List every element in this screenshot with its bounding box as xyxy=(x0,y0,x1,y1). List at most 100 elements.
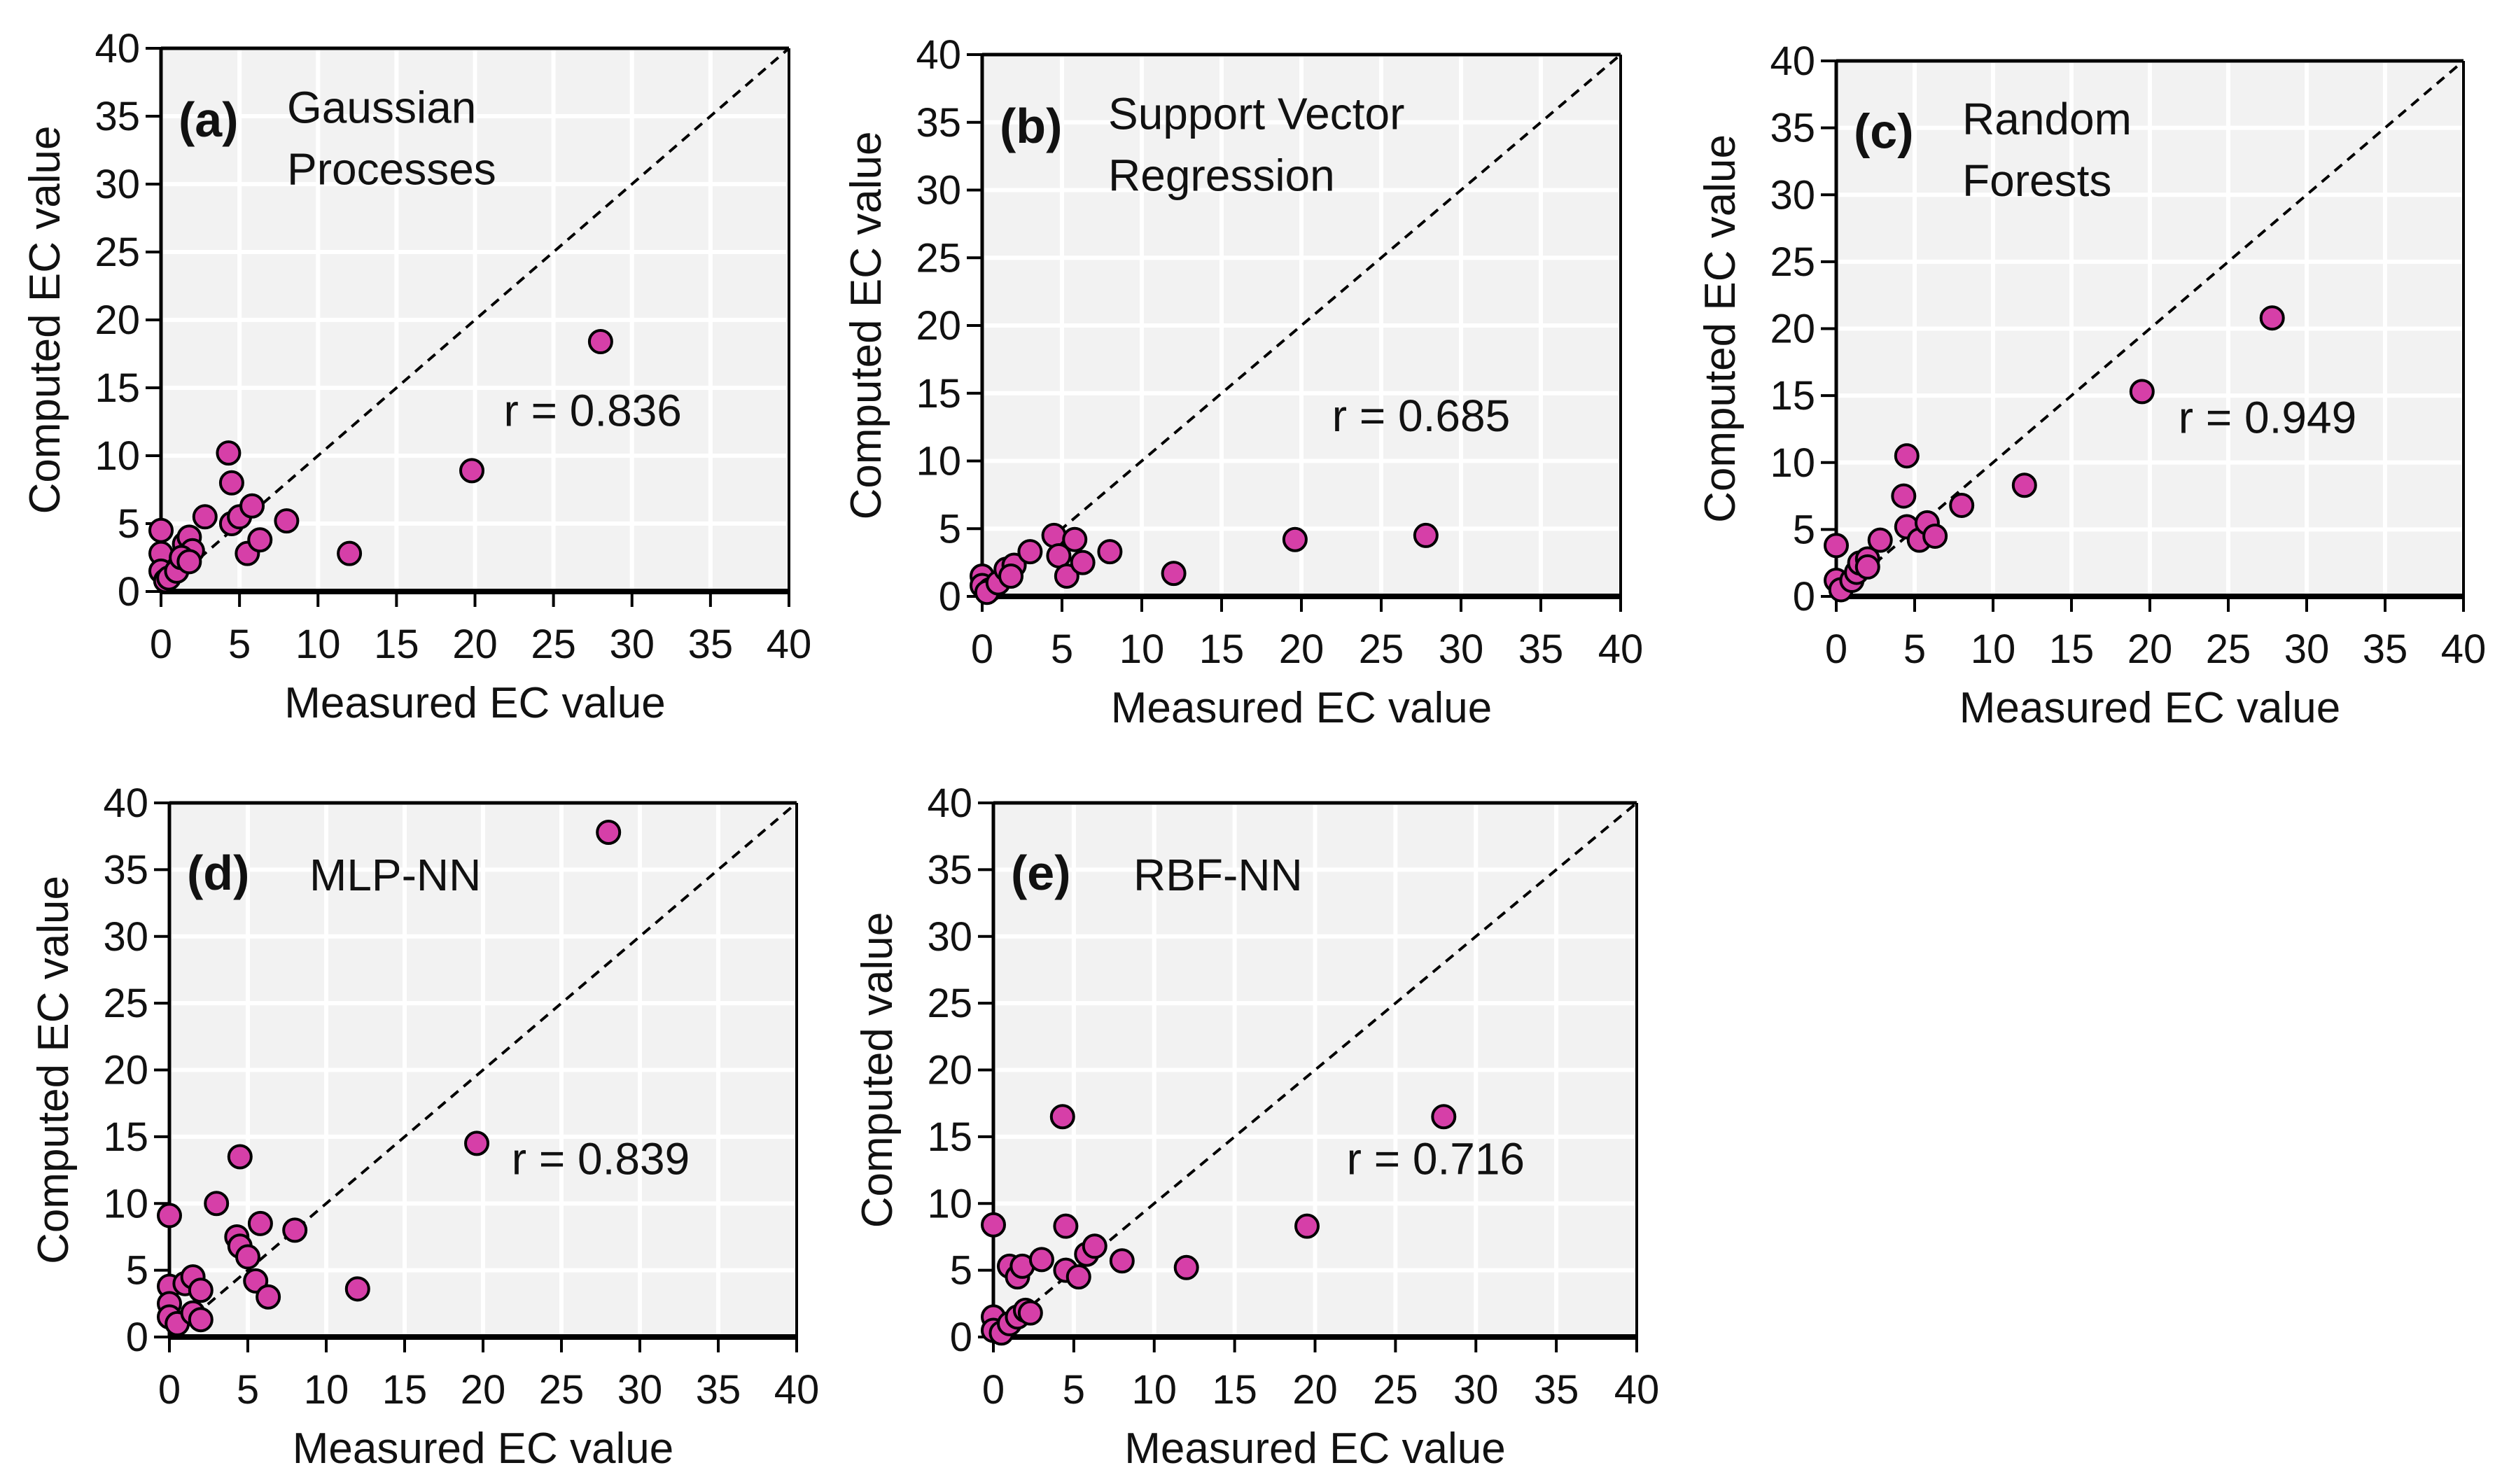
correlation-label: r = 0.685 xyxy=(1332,391,1510,441)
data-point xyxy=(247,1210,273,1236)
x-tick-label: 5 xyxy=(1903,626,1926,672)
y-tick-label: 25 xyxy=(927,981,972,1026)
y-tick-label: 35 xyxy=(916,100,961,146)
y-tick-label: 35 xyxy=(1770,106,1815,151)
x-tick-label: 20 xyxy=(452,622,498,667)
data-point xyxy=(1070,550,1096,575)
data-point xyxy=(1082,1233,1107,1259)
x-tick-label: 35 xyxy=(1534,1367,1579,1413)
y-tick-label: 10 xyxy=(95,433,140,479)
y-tick-label: 20 xyxy=(927,1048,972,1093)
data-point xyxy=(1922,523,1948,549)
data-point xyxy=(1097,539,1123,565)
data-point xyxy=(1891,483,1917,509)
y-tick-label: 15 xyxy=(95,365,140,411)
x-tick-label: 25 xyxy=(2206,626,2251,672)
data-point xyxy=(1894,443,1920,469)
data-point xyxy=(247,527,273,553)
y-tick-label: 10 xyxy=(1770,440,1815,486)
y-tick-label: 15 xyxy=(927,1114,972,1160)
data-point xyxy=(464,1130,490,1156)
data-point xyxy=(157,1203,182,1228)
data-point xyxy=(274,508,300,534)
data-point xyxy=(981,1212,1006,1238)
data-point xyxy=(344,1276,370,1302)
chart-panel-a: 00 5 5 10 10 15 15 20 20 25 25 30 30 35 35 40 40 (a) Gauss… xyxy=(21,26,811,727)
y-tick-label: 40 xyxy=(1770,38,1815,84)
data-point xyxy=(204,1191,230,1217)
correlation-label: r = 0.839 xyxy=(512,1133,690,1184)
y-tick-label: 5 xyxy=(939,506,961,552)
x-tick-label: 35 xyxy=(1518,626,1564,672)
y-tick-label: 20 xyxy=(916,303,961,349)
data-point xyxy=(256,1284,281,1310)
one-to-one-line xyxy=(160,47,790,593)
x-axis-label: Measured EC value xyxy=(284,679,666,727)
x-tick-label: 5 xyxy=(1063,1367,1085,1413)
x-axis-label: Measured EC value xyxy=(1959,684,2341,732)
x-tick-label: 30 xyxy=(609,622,655,667)
model-name: Processes xyxy=(287,144,496,195)
data-point xyxy=(1161,561,1187,587)
model-name: MLP-NN xyxy=(309,850,481,900)
x-tick-label: 20 xyxy=(1292,1367,1338,1413)
data-point xyxy=(1109,1248,1135,1274)
x-tick-label: 15 xyxy=(374,622,419,667)
data-point xyxy=(587,329,613,355)
y-tick-label: 0 xyxy=(118,569,140,615)
y-tick-label: 10 xyxy=(927,1181,972,1226)
y-tick-label: 0 xyxy=(1793,574,1815,620)
y-tick-label: 30 xyxy=(927,914,972,960)
y-tick-label: 15 xyxy=(103,1114,148,1160)
y-tick-label: 30 xyxy=(95,162,140,207)
data-point xyxy=(188,1307,214,1333)
x-axis-label: Measured EC value xyxy=(1124,1424,1506,1473)
y-axis-label: Computed EC value xyxy=(21,126,69,514)
x-tick-label: 10 xyxy=(1131,1367,1177,1413)
y-tick-label: 5 xyxy=(118,501,140,547)
x-tick-label: 0 xyxy=(1825,626,1847,672)
x-tick-label: 35 xyxy=(696,1367,741,1413)
one-to-one-line xyxy=(1835,59,2465,598)
y-tick-label: 0 xyxy=(939,574,961,620)
y-axis-label: Computed value xyxy=(853,912,902,1228)
data-point xyxy=(1065,1264,1091,1290)
y-tick-label: 35 xyxy=(95,94,140,139)
x-tick-label: 40 xyxy=(767,622,812,667)
data-point xyxy=(1054,563,1079,589)
x-tick-label: 35 xyxy=(688,622,734,667)
data-point xyxy=(459,458,485,484)
data-point xyxy=(218,470,244,496)
data-point xyxy=(227,1144,253,1170)
y-tick-label: 5 xyxy=(126,1248,148,1294)
x-tick-label: 15 xyxy=(1212,1367,1257,1413)
y-axis-label: Computed EC value xyxy=(842,132,890,520)
data-point xyxy=(2129,379,2155,405)
data-point xyxy=(216,440,242,466)
data-point xyxy=(596,819,622,845)
data-point xyxy=(1017,539,1043,565)
x-tick-label: 10 xyxy=(304,1367,349,1413)
x-tick-label: 20 xyxy=(461,1367,506,1413)
y-tick-label: 10 xyxy=(916,439,961,484)
x-tick-label: 25 xyxy=(531,622,576,667)
one-to-one-line xyxy=(981,53,1622,598)
x-axis-label: Measured EC value xyxy=(293,1424,674,1473)
y-tick-label: 5 xyxy=(950,1248,972,1294)
model-name: Support Vector xyxy=(1108,88,1404,139)
data-point xyxy=(2011,472,2037,498)
y-tick-label: 0 xyxy=(126,1315,148,1360)
data-point xyxy=(282,1217,308,1243)
panel-label: (c) xyxy=(1854,104,1914,158)
y-tick-label: 35 xyxy=(103,847,148,892)
y-tick-label: 25 xyxy=(103,981,148,1026)
panel-label: (d) xyxy=(187,846,249,900)
x-tick-label: 5 xyxy=(1051,626,1073,672)
data-point xyxy=(1949,492,1975,518)
data-point xyxy=(1824,533,1849,559)
data-point xyxy=(1282,526,1308,552)
chart-panel-b: 00 5 5 10 10 15 15 20 20 25 25 30 30 35 35 40 40 (b) Suppo… xyxy=(842,32,1643,732)
y-tick-label: 30 xyxy=(916,168,961,214)
x-tick-label: 10 xyxy=(295,622,341,667)
